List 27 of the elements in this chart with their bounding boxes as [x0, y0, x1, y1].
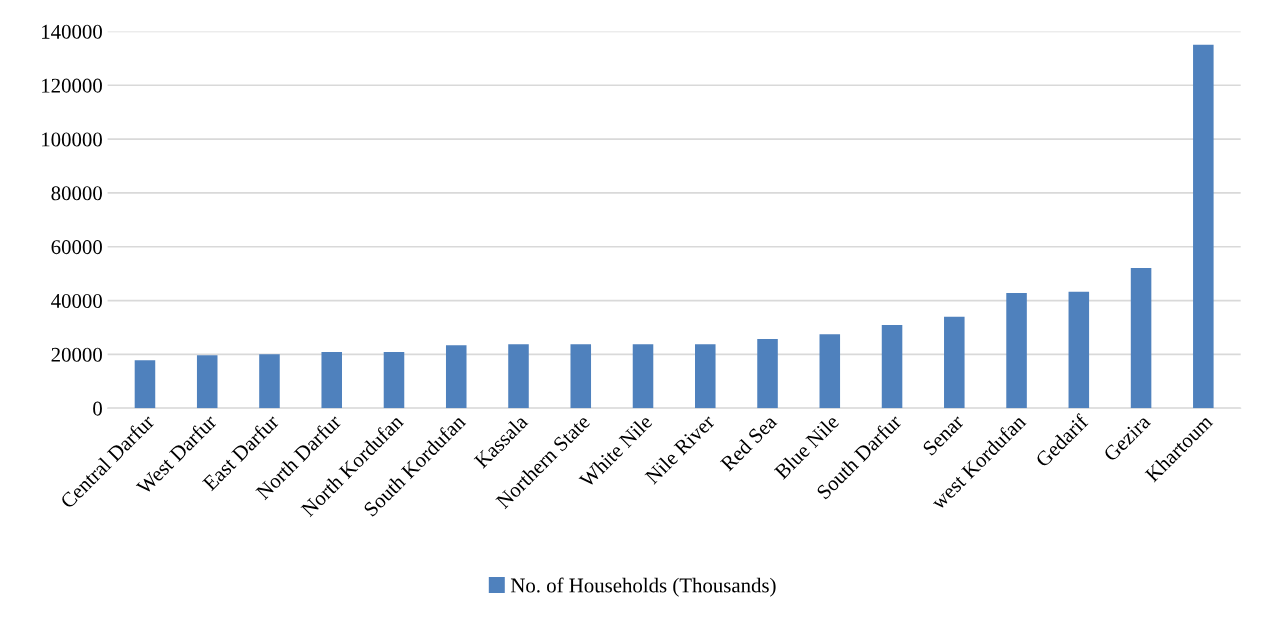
bar	[321, 351, 343, 409]
y-tick-label: 80000	[51, 186, 102, 201]
y-tick-label: 100000	[42, 132, 102, 147]
bar	[881, 325, 903, 409]
bar	[944, 316, 965, 409]
bar	[1130, 267, 1152, 409]
bar	[819, 334, 841, 409]
bar	[1006, 293, 1027, 409]
legend-label: No. of Households (Thousands)	[510, 577, 776, 597]
y-tick-label: 140000	[42, 24, 102, 39]
bar	[570, 344, 592, 409]
bar	[1193, 44, 1214, 409]
bar	[196, 355, 218, 409]
bar	[695, 344, 716, 409]
bar	[445, 345, 467, 409]
bar	[134, 360, 156, 409]
bar	[259, 354, 280, 409]
y-tick-label: 120000	[42, 78, 102, 93]
y-tick-label: 40000	[51, 293, 102, 308]
y-tick-label: 0	[93, 401, 102, 416]
y-tick-label: 20000	[51, 347, 102, 362]
y-tick-label: 60000	[51, 240, 102, 255]
bar	[632, 344, 654, 409]
bar	[383, 351, 405, 409]
bar	[1068, 291, 1090, 409]
bar	[757, 339, 778, 409]
bar	[508, 344, 529, 409]
